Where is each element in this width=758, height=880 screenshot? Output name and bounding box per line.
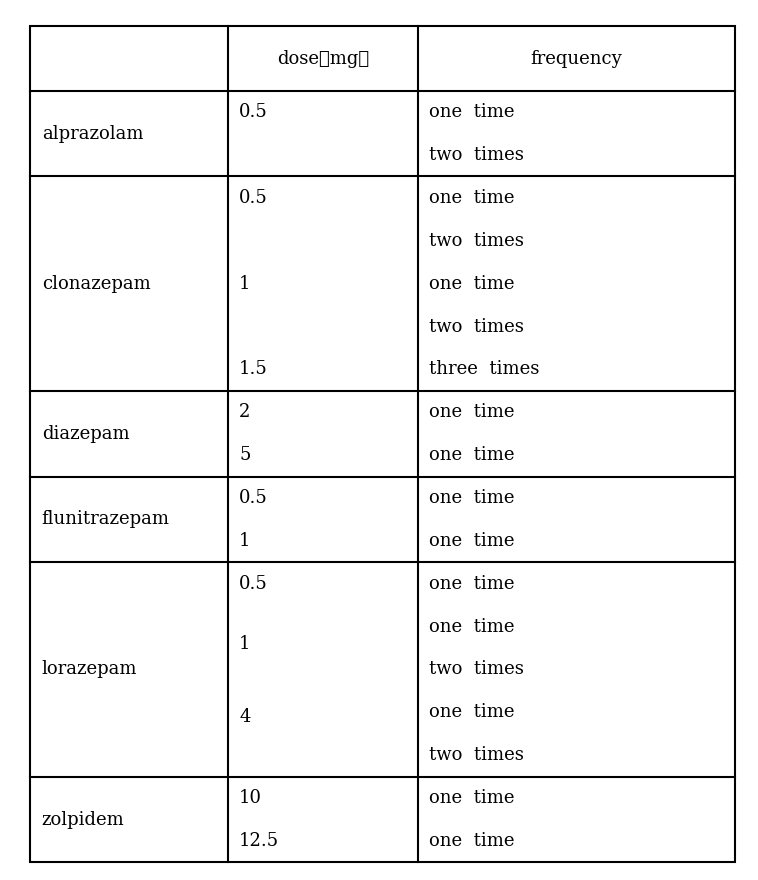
Text: 1: 1 <box>239 275 251 293</box>
Text: two  times: two times <box>429 231 525 250</box>
Text: one  time: one time <box>429 832 515 850</box>
Text: one  time: one time <box>429 446 515 464</box>
Text: 1: 1 <box>239 532 251 550</box>
Text: one  time: one time <box>429 403 515 422</box>
Text: flunitrazepam: flunitrazepam <box>42 510 170 528</box>
Text: 0.5: 0.5 <box>239 189 268 207</box>
Text: 0.5: 0.5 <box>239 103 268 121</box>
Text: one  time: one time <box>429 618 515 635</box>
Text: dose（mg）: dose（mg） <box>277 49 369 68</box>
Text: frequency: frequency <box>531 49 622 68</box>
Text: one  time: one time <box>429 703 515 722</box>
Text: one  time: one time <box>429 575 515 593</box>
Text: one  time: one time <box>429 275 515 293</box>
Text: clonazepam: clonazepam <box>42 275 150 293</box>
Text: 4: 4 <box>239 708 250 726</box>
Text: 1.5: 1.5 <box>239 361 268 378</box>
Text: one  time: one time <box>429 189 515 207</box>
Text: 0.5: 0.5 <box>239 489 268 507</box>
Text: one  time: one time <box>429 789 515 807</box>
Text: one  time: one time <box>429 532 515 550</box>
Text: one  time: one time <box>429 489 515 507</box>
Text: 5: 5 <box>239 446 250 464</box>
Text: two  times: two times <box>429 661 525 678</box>
Text: 10: 10 <box>239 789 262 807</box>
Text: diazepam: diazepam <box>42 425 130 443</box>
Text: 12.5: 12.5 <box>239 832 279 850</box>
Text: three  times: three times <box>429 361 540 378</box>
Text: alprazolam: alprazolam <box>42 125 143 143</box>
Text: 1: 1 <box>239 634 251 653</box>
Text: zolpidem: zolpidem <box>42 810 124 829</box>
Text: 0.5: 0.5 <box>239 575 268 593</box>
Text: two  times: two times <box>429 318 525 335</box>
Text: two  times: two times <box>429 146 525 164</box>
Text: lorazepam: lorazepam <box>42 661 137 678</box>
Text: 2: 2 <box>239 403 250 422</box>
Text: one  time: one time <box>429 103 515 121</box>
Text: two  times: two times <box>429 746 525 764</box>
